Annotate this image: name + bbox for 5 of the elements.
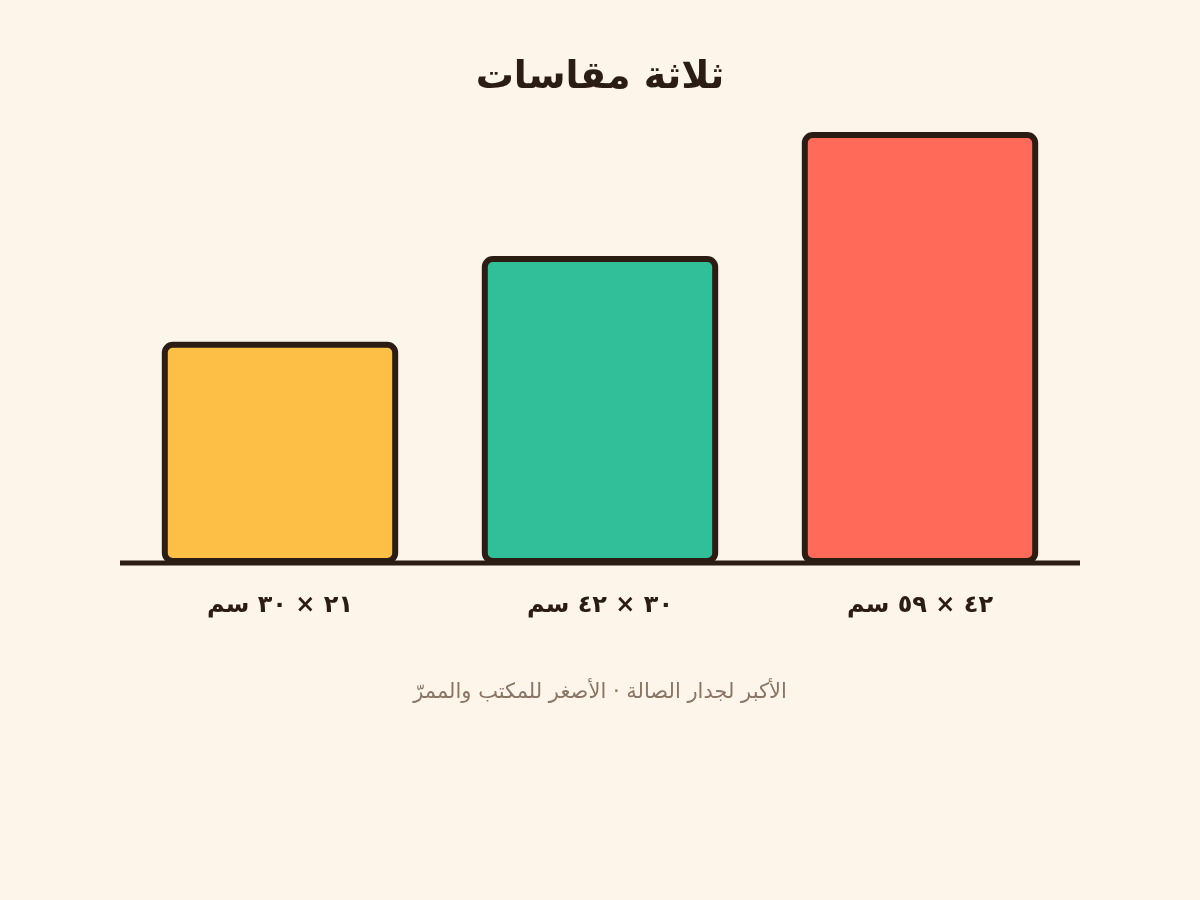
x-tick-label: ٢١ × ٣٠ سم (206, 590, 354, 618)
chart-title: ثلاثة مقاسات (475, 53, 725, 97)
x-tick-label: ٤٢ × ٥٩ سم (846, 590, 994, 618)
text: الأكبر لجدار الصالة · الأصغر للمكتب والممرّ (412, 678, 787, 703)
x-tick-label: ٣٠ × ٤٢ سم (526, 590, 674, 618)
